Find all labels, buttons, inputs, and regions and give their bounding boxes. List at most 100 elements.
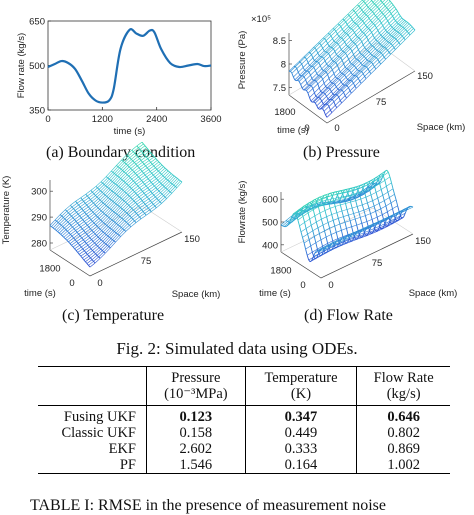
mesh-line (367, 219, 372, 221)
mesh-line (326, 251, 331, 254)
mesh-line (333, 220, 335, 226)
mesh-line (374, 14, 376, 16)
z-axis-label: Pressure (Pa) (237, 31, 248, 90)
mesh-line (99, 214, 104, 219)
mesh-line (374, 203, 379, 206)
mesh-line (341, 230, 343, 236)
mesh-line (364, 2, 366, 4)
mesh-line (157, 169, 159, 171)
mesh-line (365, 35, 367, 37)
mesh-line (311, 222, 316, 225)
mesh-line (129, 205, 131, 207)
mesh-line (359, 61, 361, 63)
mesh-line (386, 30, 388, 32)
mesh-line (384, 57, 386, 59)
mesh-line (101, 240, 103, 241)
mesh-line (376, 58, 378, 60)
mesh-line (362, 72, 364, 74)
mesh-line (91, 211, 93, 213)
mesh-line (129, 196, 131, 198)
mesh-line (320, 211, 325, 214)
mesh-line (388, 192, 390, 197)
mesh-line (352, 225, 357, 227)
mesh-line (68, 213, 70, 215)
mesh-line (373, 198, 378, 201)
mesh-line (98, 237, 100, 239)
mesh-line (366, 58, 367, 60)
mesh-line (316, 222, 318, 228)
mesh-line (350, 62, 352, 64)
mesh-line (311, 225, 313, 231)
mesh-line (364, 57, 366, 59)
mesh-line (357, 225, 359, 231)
mesh-line (310, 219, 312, 225)
table-cell: 1.546 (147, 457, 246, 474)
mesh-line (309, 240, 311, 246)
mesh-line (331, 235, 333, 241)
mesh-line (144, 190, 149, 194)
mesh-line (101, 182, 103, 183)
mesh-line (57, 216, 62, 221)
mesh-line (81, 253, 86, 257)
mesh-line (83, 249, 85, 251)
mesh-line (147, 177, 149, 179)
mesh-line (101, 235, 106, 240)
mesh-line (316, 243, 318, 249)
mesh-line (335, 72, 340, 77)
mesh-line (87, 225, 89, 227)
mesh-line (371, 21, 373, 23)
table-header-pressure: Pressure(10⁻³MPa) (147, 367, 246, 406)
mesh-line (345, 96, 347, 98)
mesh-line (384, 198, 389, 201)
mesh-line (128, 195, 130, 197)
mesh-line (379, 38, 384, 43)
mesh-line (340, 204, 345, 205)
mesh-line (141, 195, 146, 199)
mesh-line (79, 205, 81, 207)
mesh-line (88, 216, 90, 218)
mesh-line (114, 216, 119, 222)
mesh-line (306, 246, 311, 249)
mesh-line (107, 211, 112, 217)
mesh-line (351, 73, 353, 75)
mesh-line (374, 67, 376, 69)
mesh-line (106, 180, 111, 185)
mesh-line (311, 70, 316, 75)
mesh-line (327, 92, 332, 97)
mesh-line (337, 103, 342, 108)
mesh-line (323, 33, 328, 38)
mesh-line (90, 200, 92, 202)
mesh-line (172, 188, 177, 194)
mesh-line (355, 219, 357, 225)
mesh-line (370, 4, 375, 9)
mesh-line (378, 198, 380, 203)
mesh-line (87, 196, 89, 198)
mesh-line (330, 52, 335, 57)
mesh-line (295, 67, 296, 69)
mesh-line (67, 211, 69, 213)
mesh-line (303, 63, 308, 68)
mesh-line (350, 37, 351, 40)
space-axis-label: Space (km) (172, 289, 221, 300)
mesh-line (372, 217, 377, 219)
mesh-line (332, 213, 337, 215)
mesh-line (82, 205, 87, 209)
mesh-line (291, 71, 292, 73)
mesh-line (145, 184, 147, 186)
mesh-line (64, 237, 66, 239)
mesh-line (116, 175, 118, 176)
mesh-line (338, 19, 343, 24)
mesh-line (357, 46, 359, 49)
mesh-line (355, 57, 357, 59)
mesh-line (86, 194, 88, 196)
mesh-line (156, 188, 158, 190)
mesh-line (140, 188, 142, 190)
mesh-line (309, 72, 311, 75)
mesh-line (101, 206, 106, 211)
mesh-line (358, 78, 360, 81)
mesh-line (111, 233, 116, 239)
mesh-line (382, 212, 387, 215)
y-tick-label-2: 650 (29, 17, 45, 28)
mesh-line (396, 9, 398, 11)
mesh-line (123, 195, 128, 200)
